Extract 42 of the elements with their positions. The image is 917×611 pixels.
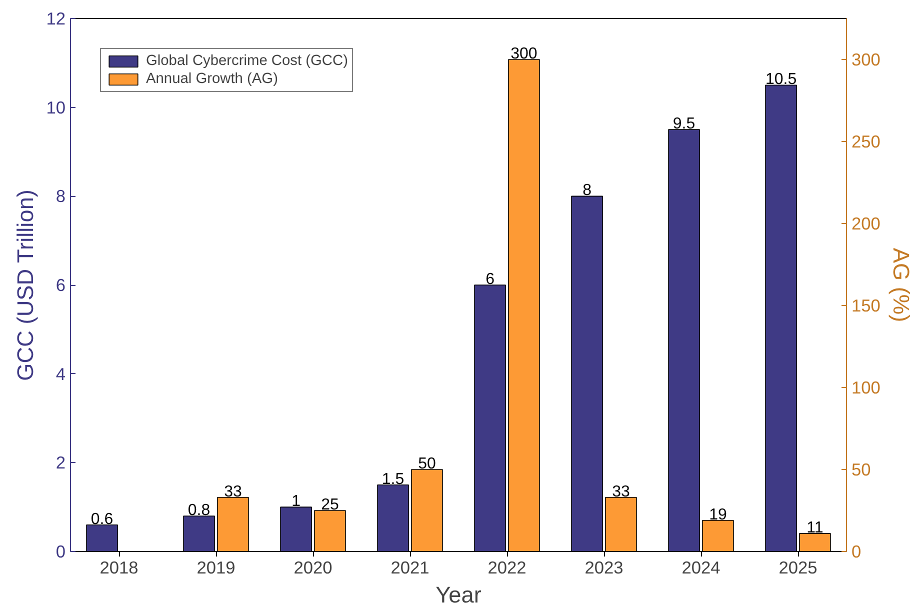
data-label: 33 — [612, 483, 630, 500]
y-tick-label: 8 — [56, 186, 66, 206]
data-label: 19 — [709, 506, 727, 524]
data-label: 0.8 — [188, 502, 210, 519]
y2-tick-label: 250 — [852, 132, 880, 152]
data-label: 6 — [486, 271, 495, 288]
x-axis-title: Year — [436, 582, 482, 608]
y-tick-label: 4 — [56, 364, 66, 384]
x-tick-label: 2018 — [100, 558, 138, 578]
y-tick-label: 6 — [56, 275, 66, 295]
y-tick-label: 12 — [46, 8, 66, 28]
x-tick-label: 2020 — [294, 558, 332, 578]
data-label: 1.5 — [382, 470, 404, 488]
data-label: 33 — [224, 483, 242, 500]
data-label: 300 — [510, 46, 538, 62]
y2-tick-label: 300 — [852, 50, 880, 70]
y2-tick-label: 200 — [852, 214, 880, 234]
y2-axis-title: AG (%) — [888, 248, 914, 322]
data-label: 10.5 — [765, 71, 797, 88]
y2-tick-label: 0 — [852, 542, 862, 562]
data-label: 11 — [806, 519, 824, 536]
y2-tick-label: 100 — [852, 378, 880, 398]
x-tick-label: 2021 — [390, 558, 430, 578]
legend-label: Annual Growth (AG) — [146, 71, 278, 87]
y2-tick-label: 150 — [852, 296, 880, 316]
y2-tick-label: 50 — [852, 460, 871, 480]
data-label: 25 — [321, 496, 339, 514]
x-tick-label: 2024 — [682, 558, 721, 578]
data-label: 1 — [292, 493, 301, 510]
data-label: 9.5 — [672, 116, 696, 133]
y-tick-label: 2 — [56, 452, 66, 473]
x-tick-label: 2025 — [778, 558, 818, 578]
x-tick-label: 2019 — [196, 558, 236, 578]
legend-label: Global Cybercrime Cost (GCC) — [146, 53, 348, 69]
data-label: 50 — [418, 456, 436, 472]
y-axis-title: GCC (USD Trillion) — [12, 190, 38, 381]
x-tick-label: 2022 — [488, 558, 526, 578]
data-label: 8 — [582, 182, 592, 200]
x-tick-label: 2023 — [584, 558, 624, 578]
y-tick-label: 10 — [46, 97, 66, 118]
y-tick-label: 0 — [56, 542, 66, 562]
data-label: 0.6 — [90, 510, 114, 528]
